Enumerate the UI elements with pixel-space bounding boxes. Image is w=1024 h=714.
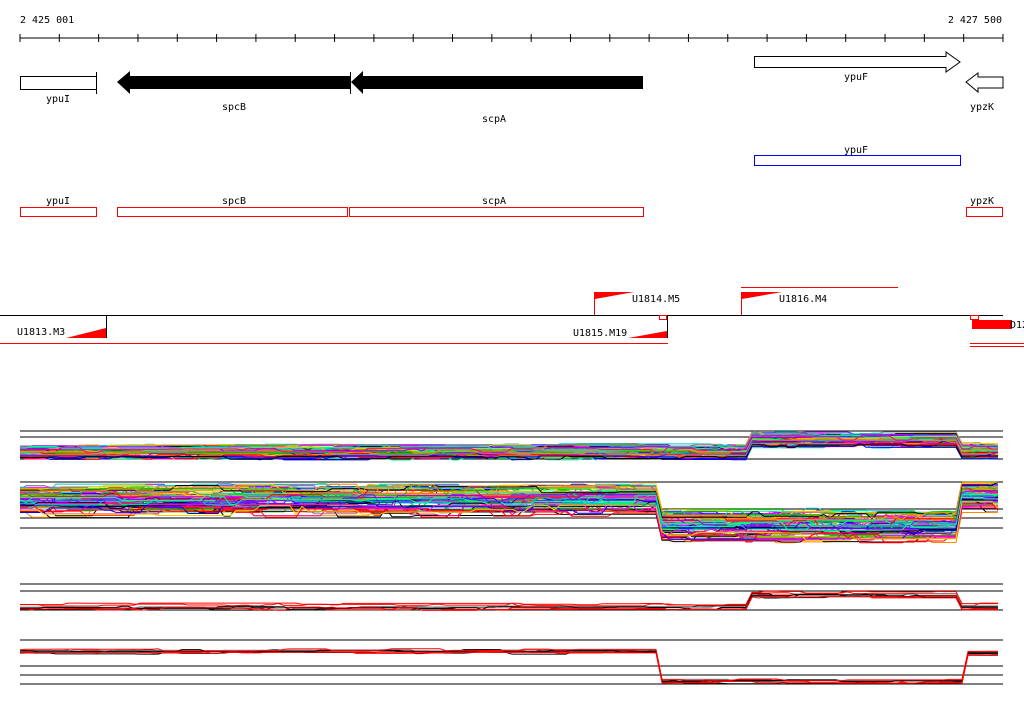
segment-label: D12	[1010, 320, 1024, 331]
gene-label: scpA	[482, 114, 506, 125]
annotation-ypzK[interactable]: ypzK	[966, 196, 1003, 217]
gene-ypuF[interactable]: ypuF	[754, 51, 961, 83]
profile-line	[19, 651, 998, 684]
annotation-red-track: ypuI spcB scpA ypzK	[20, 196, 1003, 217]
profile-block-2	[19, 481, 1003, 544]
annotation-spcB[interactable]: spcB	[117, 196, 348, 217]
profile-block-4	[19, 639, 1003, 685]
profile-line	[20, 442, 999, 460]
ruler-end-label: 2 427 500	[948, 15, 1002, 26]
segment-label: U1815.M19	[573, 328, 627, 339]
gene-track: ypuI spcB scpA ypuF ypzK	[20, 51, 1004, 125]
annotation-label: ypuI	[46, 196, 70, 207]
profile-line	[20, 481, 999, 520]
segment-track: U1813.M3 U1814.M5 U1815.M19 U1816.M4 D12	[0, 287, 1024, 347]
profile-line	[19, 648, 998, 682]
gene-spcB[interactable]: spcB	[117, 71, 350, 113]
segment-D12[interactable]: D12	[970, 315, 1024, 347]
segment-label: U1813.M3	[17, 327, 65, 338]
annotation-scpA[interactable]: scpA	[349, 196, 644, 217]
gene-label: spcB	[222, 102, 246, 113]
profile-line	[20, 490, 998, 531]
annotation-label: ypzK	[970, 196, 994, 207]
segment-label: U1814.M5	[632, 294, 680, 305]
profile-line	[19, 494, 999, 531]
segment-U1815.M19[interactable]: U1815.M19	[107, 315, 668, 344]
gene-ypzK[interactable]: ypzK	[965, 72, 1004, 113]
annotation-label: spcB	[222, 196, 246, 207]
segment-U1814.M5[interactable]: U1814.M5	[594, 292, 681, 315]
profile-line	[20, 500, 999, 541]
profile-line	[20, 500, 998, 540]
profile-line	[20, 485, 999, 523]
annotation-label: scpA	[482, 196, 506, 207]
profile-line	[20, 485, 998, 521]
gene-ypuI[interactable]: ypuI	[20, 72, 97, 105]
segment-label: U1816.M4	[779, 294, 827, 305]
profile-line	[20, 443, 998, 460]
profile-line	[20, 483, 998, 519]
expression-profiles	[19, 430, 1003, 685]
profile-line	[20, 651, 998, 685]
annotation-blue-ypuF[interactable]: ypuF	[754, 145, 961, 166]
segment-U1816.M4[interactable]: U1816.M4	[741, 287, 898, 316]
profile-line	[20, 590, 998, 607]
gene-label: ypuF	[844, 72, 868, 83]
segment-U1813.M3[interactable]: U1813.M3	[0, 315, 107, 344]
profile-line	[20, 436, 998, 455]
profile-block-3	[20, 583, 1003, 611]
profile-line	[20, 595, 998, 611]
profile-line	[20, 650, 998, 684]
profile-line	[20, 489, 998, 527]
profile-line	[20, 435, 998, 453]
profile-line	[20, 439, 998, 457]
coordinate-ruler: 2 425 001 2 427 500	[19, 15, 1004, 42]
profile-line	[20, 481, 998, 520]
ruler-start-label: 2 425 001	[20, 15, 74, 26]
profile-line	[20, 648, 998, 682]
gene-label: ypzK	[970, 102, 994, 113]
annotation-label: ypuF	[844, 145, 868, 156]
annotation-ypuI[interactable]: ypuI	[20, 196, 97, 217]
profile-block-1	[19, 430, 1003, 461]
gene-scpA[interactable]: scpA	[350, 71, 644, 125]
profile-line	[20, 493, 998, 530]
gene-label: ypuI	[46, 94, 70, 105]
